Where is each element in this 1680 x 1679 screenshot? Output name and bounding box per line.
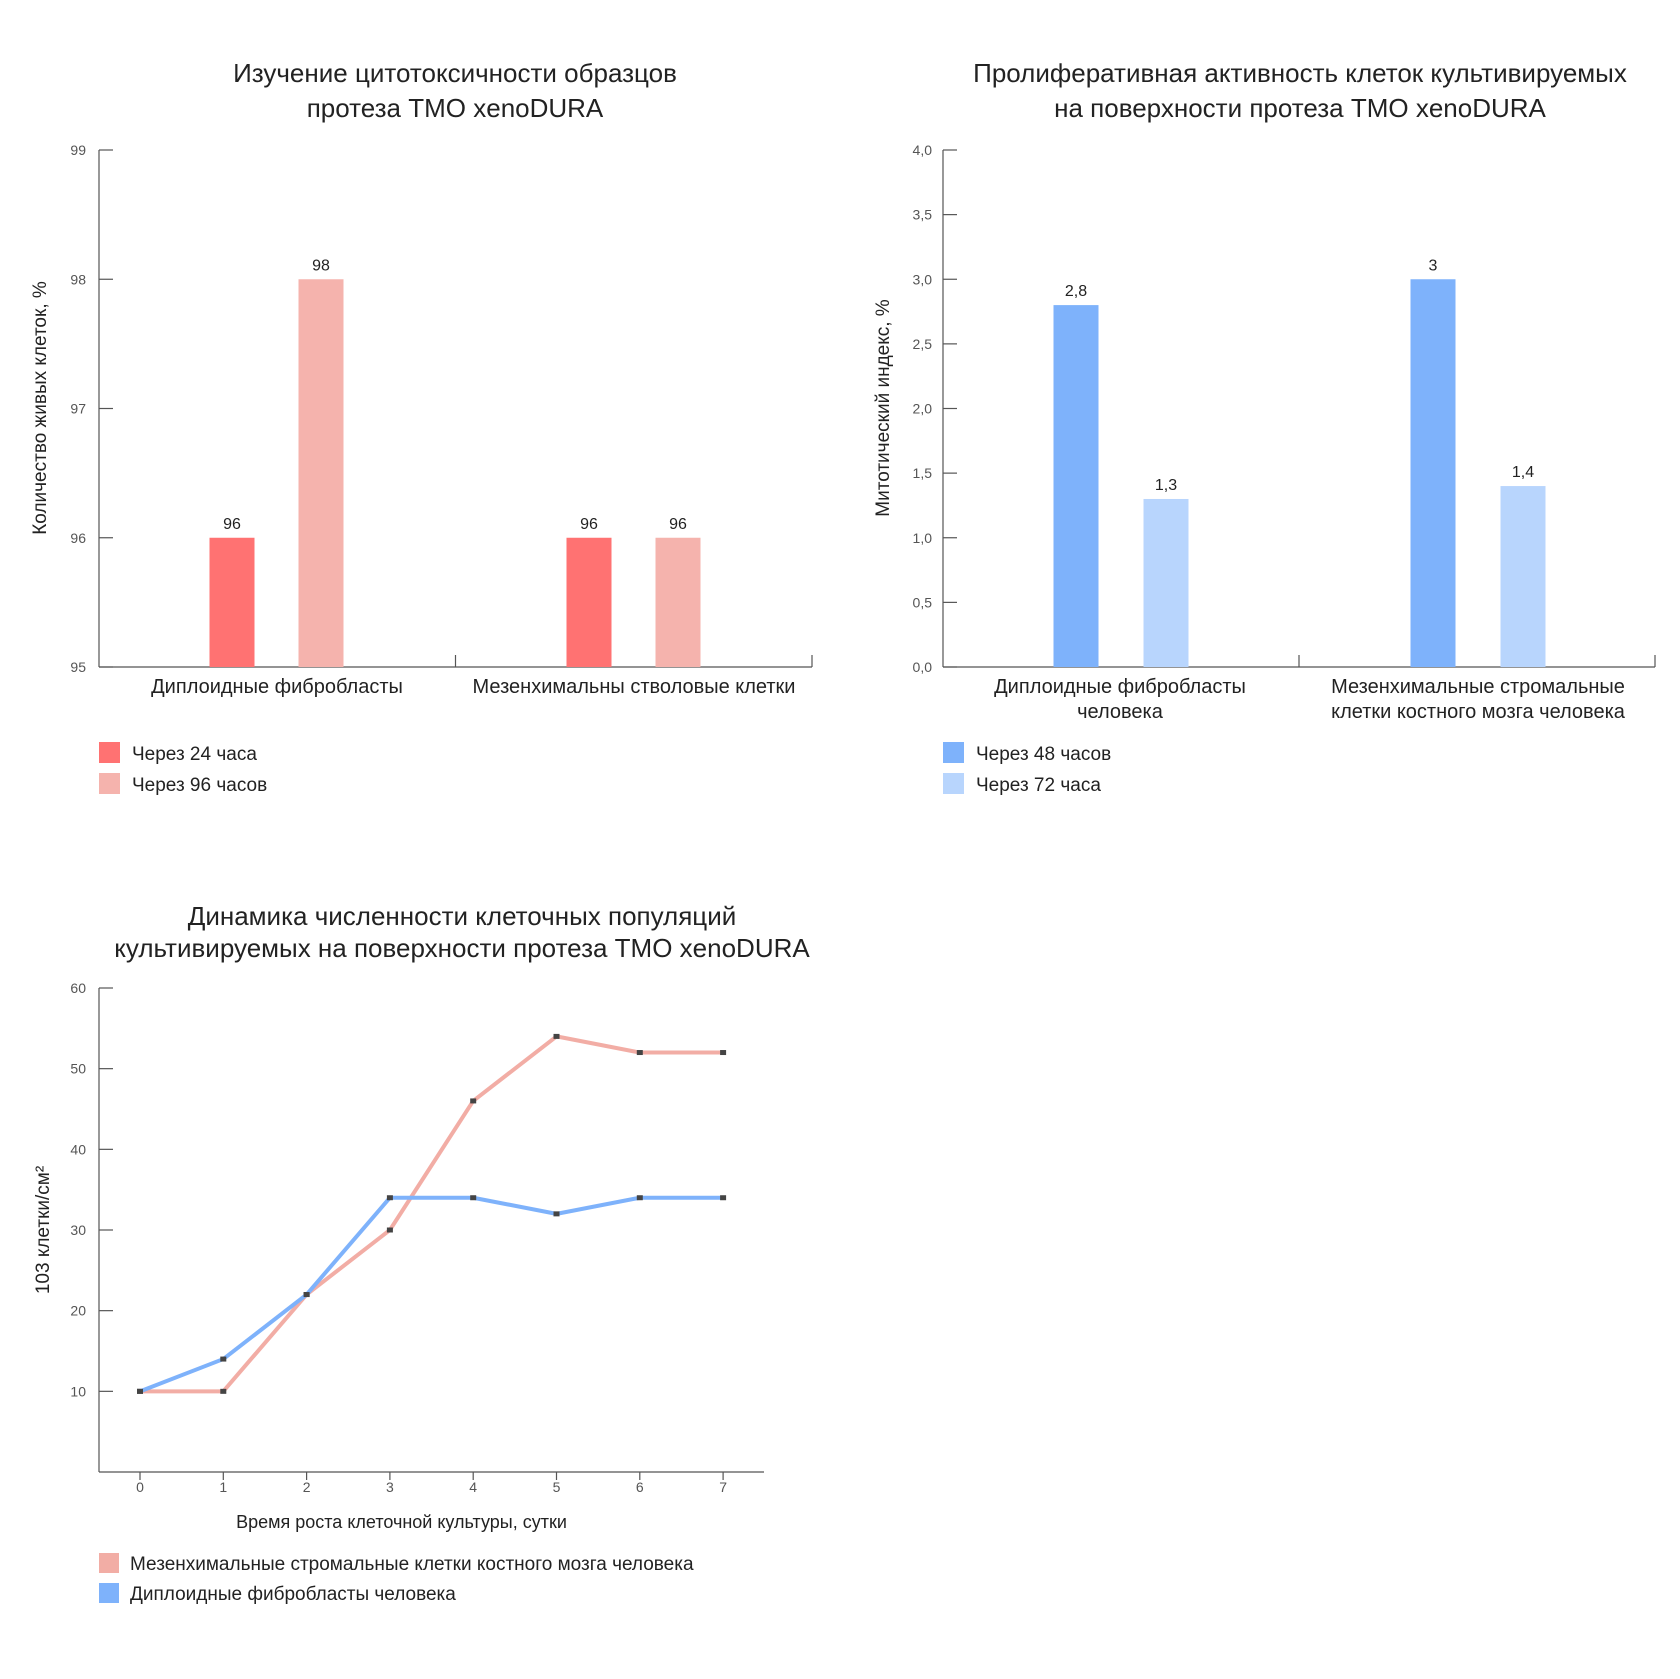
bar-value-label: 2,8 <box>1065 283 1087 300</box>
x-tick-label: 7 <box>719 1479 727 1495</box>
series-line <box>138 1034 726 1394</box>
data-point <box>553 1033 560 1039</box>
legend-swatch <box>99 1583 119 1603</box>
bar <box>1143 498 1189 667</box>
legend-label: Мезенхимальные стромальные клетки костно… <box>130 1554 694 1575</box>
x-tick-label: 5 <box>553 1479 561 1495</box>
y-tick-label: 95 <box>70 659 86 675</box>
chart-title-line: Динамика численности клеточных популяций <box>188 901 737 931</box>
x-axis-title: Время роста клеточной культуры, сутки <box>236 1512 567 1532</box>
bar-value-label: 96 <box>580 516 598 533</box>
bar-value-label: 1,3 <box>1155 477 1177 494</box>
legend-label: Диплоидные фибробласты человека <box>130 1584 456 1605</box>
bar <box>209 537 255 667</box>
y-tick-label: 4,0 <box>913 142 933 158</box>
chart-title-line: на поверхности протеза ТМО xenoDURA <box>1054 93 1546 123</box>
y-tick-label: 2,5 <box>913 336 933 352</box>
data-point <box>636 1050 643 1056</box>
category-label: Мезенхимальны стволовые клетки <box>473 676 796 698</box>
data-point <box>386 1195 393 1201</box>
y-tick-label: 30 <box>70 1222 86 1238</box>
legend-label: Через 24 часа <box>132 744 257 765</box>
series-line <box>138 1195 726 1394</box>
legend-swatch <box>99 742 120 763</box>
y-tick-label: 60 <box>70 980 86 996</box>
y-tick-label: 40 <box>70 1141 86 1157</box>
y-tick-label: 20 <box>70 1303 86 1319</box>
chart-title-line: Изучение цитотоксичности образцов <box>233 58 677 88</box>
bar <box>1053 305 1099 667</box>
bar <box>566 537 612 667</box>
bar-value-label: 96 <box>223 516 241 533</box>
y-tick-label: 0,5 <box>913 594 933 610</box>
y-axis-title: 103 клетки/см² <box>33 1166 54 1294</box>
bar <box>655 537 701 667</box>
bar-value-label: 96 <box>669 516 687 533</box>
proliferation-bar-chart: Пролиферативная активность клеток культи… <box>873 58 1656 796</box>
legend-swatch <box>99 1553 119 1573</box>
data-point <box>470 1195 477 1201</box>
chart-title-line: культивируемых на поверхности протеза ТМ… <box>114 933 810 963</box>
x-tick-label: 1 <box>219 1479 227 1495</box>
legend-label: Через 72 часа <box>976 775 1101 796</box>
y-tick-label: 96 <box>70 530 86 546</box>
legend-swatch <box>943 742 964 763</box>
y-tick-label: 97 <box>70 401 86 417</box>
legend-label: Через 96 часов <box>132 775 267 796</box>
x-tick-label: 6 <box>636 1479 644 1495</box>
y-axis-title: Количество живых клеток, % <box>30 281 51 535</box>
category-label: Мезенхимальные стромальные <box>1331 676 1625 698</box>
data-point <box>220 1388 227 1394</box>
data-point <box>720 1050 727 1056</box>
y-tick-label: 3,5 <box>913 207 933 223</box>
bar <box>1500 486 1546 667</box>
data-point <box>470 1098 477 1104</box>
cytotoxicity-bar-chart: Изучение цитотоксичности образцов протеза… <box>30 58 813 796</box>
bar <box>298 279 344 667</box>
y-tick-label: 10 <box>70 1383 86 1399</box>
data-point <box>303 1292 310 1298</box>
bar-value-label: 3 <box>1429 257 1438 274</box>
data-point <box>386 1227 393 1233</box>
y-tick-label: 2,0 <box>913 401 933 417</box>
y-tick-label: 98 <box>70 271 86 287</box>
data-point <box>636 1195 643 1201</box>
y-tick-label: 1,5 <box>913 465 933 481</box>
category-label: Диплоидные фибробласты <box>994 676 1246 698</box>
y-tick-label: 1,0 <box>913 530 933 546</box>
data-point <box>137 1388 143 1394</box>
bar <box>1410 279 1456 667</box>
category-label: клетки костного мозга человека <box>1331 701 1626 723</box>
data-point <box>720 1195 727 1201</box>
legend-swatch <box>943 773 964 794</box>
x-tick-label: 3 <box>386 1479 394 1495</box>
data-point <box>553 1211 560 1217</box>
data-point <box>220 1356 227 1362</box>
x-tick-label: 0 <box>136 1479 144 1495</box>
chart-title-line: Пролиферативная активность клеток культи… <box>973 58 1627 88</box>
category-label: человека <box>1077 701 1164 723</box>
population-dynamics-line-chart: Динамика численности клеточных популяций… <box>33 901 810 1605</box>
x-tick-label: 4 <box>469 1479 477 1495</box>
legend-label: Через 48 часов <box>976 744 1111 765</box>
bar-value-label: 98 <box>312 257 330 274</box>
chart-title-line: протеза ТМО xenoDURA <box>307 93 604 123</box>
y-tick-label: 50 <box>70 1061 86 1077</box>
category-label: Диплоидные фибробласты <box>151 676 403 698</box>
legend-swatch <box>99 773 120 794</box>
y-tick-label: 0,0 <box>913 659 933 675</box>
x-tick-label: 2 <box>303 1479 311 1495</box>
y-axis-title: Митотический индекс, % <box>873 299 894 517</box>
bar-value-label: 1,4 <box>1512 464 1534 481</box>
y-tick-label: 3,0 <box>913 271 933 287</box>
y-tick-label: 99 <box>70 142 86 158</box>
